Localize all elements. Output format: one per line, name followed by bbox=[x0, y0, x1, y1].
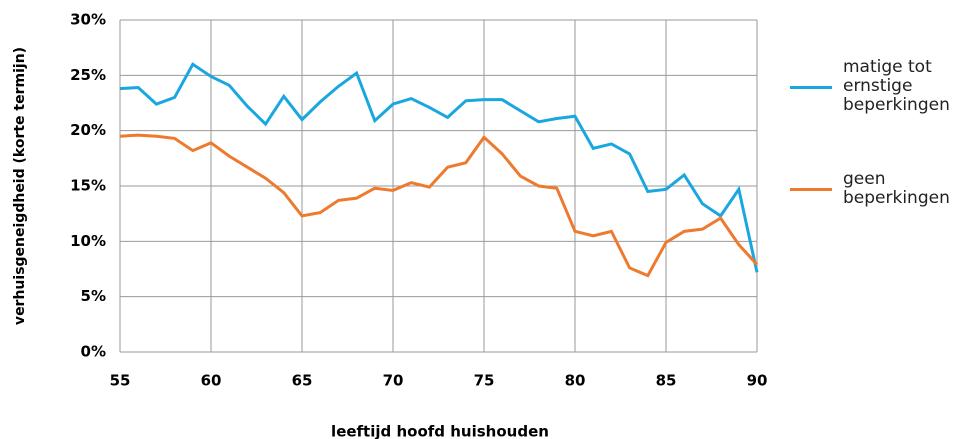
legend-swatch bbox=[790, 188, 832, 191]
legend-label: matige tot ernstige beperkingen bbox=[843, 57, 950, 115]
y-tick-label: 15% bbox=[70, 177, 106, 195]
x-tick-label: 90 bbox=[747, 372, 768, 390]
x-tick-label: 80 bbox=[565, 372, 586, 390]
legend-swatch bbox=[790, 85, 832, 89]
data-line bbox=[119, 62, 759, 273]
x-tick-label: 70 bbox=[383, 372, 404, 390]
y-tick-label: 0% bbox=[81, 343, 106, 361]
y-axis-title: verhuisgeneigdheid (korte termijn) bbox=[12, 47, 28, 325]
legend-label: geen beperkingen bbox=[843, 169, 950, 208]
x-tick-label: 60 bbox=[201, 372, 222, 390]
x-tick-label: 65 bbox=[292, 372, 313, 390]
x-tick-label: 85 bbox=[656, 372, 677, 390]
x-tick-label: 75 bbox=[474, 372, 495, 390]
x-axis-title: leeftijd hoofd huishouden bbox=[331, 423, 549, 439]
y-tick-label: 20% bbox=[70, 121, 106, 139]
x-tick-label: 55 bbox=[110, 372, 131, 390]
y-tick-label: 10% bbox=[70, 232, 106, 250]
y-tick-label: 30% bbox=[70, 11, 106, 29]
y-tick-label: 25% bbox=[70, 66, 106, 84]
data-line bbox=[119, 133, 759, 278]
y-tick-label: 5% bbox=[81, 287, 106, 305]
